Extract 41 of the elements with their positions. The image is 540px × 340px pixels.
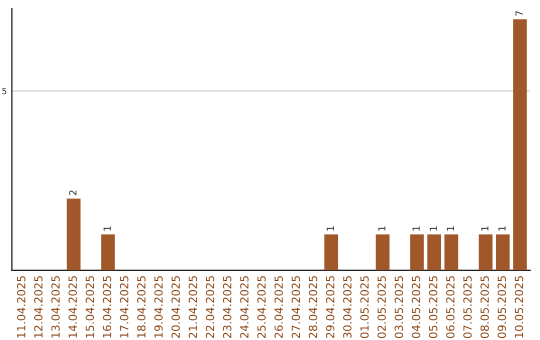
x-tick-label: 22.04.2025 [206, 276, 214, 338]
x-tick-label: 28.04.2025 [308, 276, 318, 338]
x-tick-label: 08.05.2025 [480, 276, 489, 338]
y-tick-label: 5 [2, 88, 6, 94]
x-tick-label: 26.04.2025 [274, 276, 283, 338]
data-label: 7 [516, 11, 523, 16]
x-tick-label: 07.05.2025 [463, 276, 472, 338]
data-label: 2 [69, 190, 76, 196]
x-tick-label: 21.04.2025 [188, 276, 198, 338]
data-label: 1 [326, 226, 334, 231]
x-tick-label: 03.05.2025 [394, 276, 404, 338]
x-tick-label: 27.04.2025 [292, 276, 300, 338]
x-tick-label: 24.04.2025 [240, 276, 249, 338]
x-tick-label: 25.04.2025 [257, 276, 266, 338]
data-label: 1 [481, 226, 488, 231]
data-label: 1 [446, 226, 454, 231]
x-tick-label: 10.05.2025 [514, 276, 524, 338]
x-tick-label: 14.04.2025 [68, 276, 77, 338]
x-tick-label: 17.04.2025 [120, 276, 128, 338]
x-tick-label: 13.04.2025 [51, 276, 60, 338]
x-tick-label: 15.04.2025 [86, 276, 94, 338]
x-tick-label: 05.05.2025 [428, 276, 438, 338]
data-label: 1 [412, 226, 420, 231]
x-tick-label: 02.05.2025 [377, 276, 386, 338]
x-tick-label: 04.05.2025 [412, 276, 420, 338]
x-tick-label: 11.04.2025 [17, 276, 26, 338]
x-tick-label: 29.04.2025 [326, 276, 334, 338]
x-tick-label: 01.05.2025 [360, 276, 369, 338]
x-tick-label: 23.04.2025 [222, 276, 232, 338]
data-label: 1 [378, 226, 386, 231]
x-tick-label: 20.04.2025 [171, 276, 180, 338]
x-tick-label: 30.04.2025 [343, 276, 352, 338]
data-label: 1 [430, 226, 437, 231]
data-label: 1 [498, 226, 506, 231]
x-tick-label: 06.05.2025 [446, 276, 455, 338]
x-tick-label: 12.04.2025 [34, 276, 43, 338]
x-tick-label: 16.04.2025 [102, 276, 112, 338]
x-tick-label: 09.05.2025 [498, 276, 506, 338]
x-tick-label: 18.04.2025 [137, 276, 146, 338]
x-tick-label: 19.04.2025 [154, 276, 163, 338]
data-label: 1 [104, 226, 111, 231]
